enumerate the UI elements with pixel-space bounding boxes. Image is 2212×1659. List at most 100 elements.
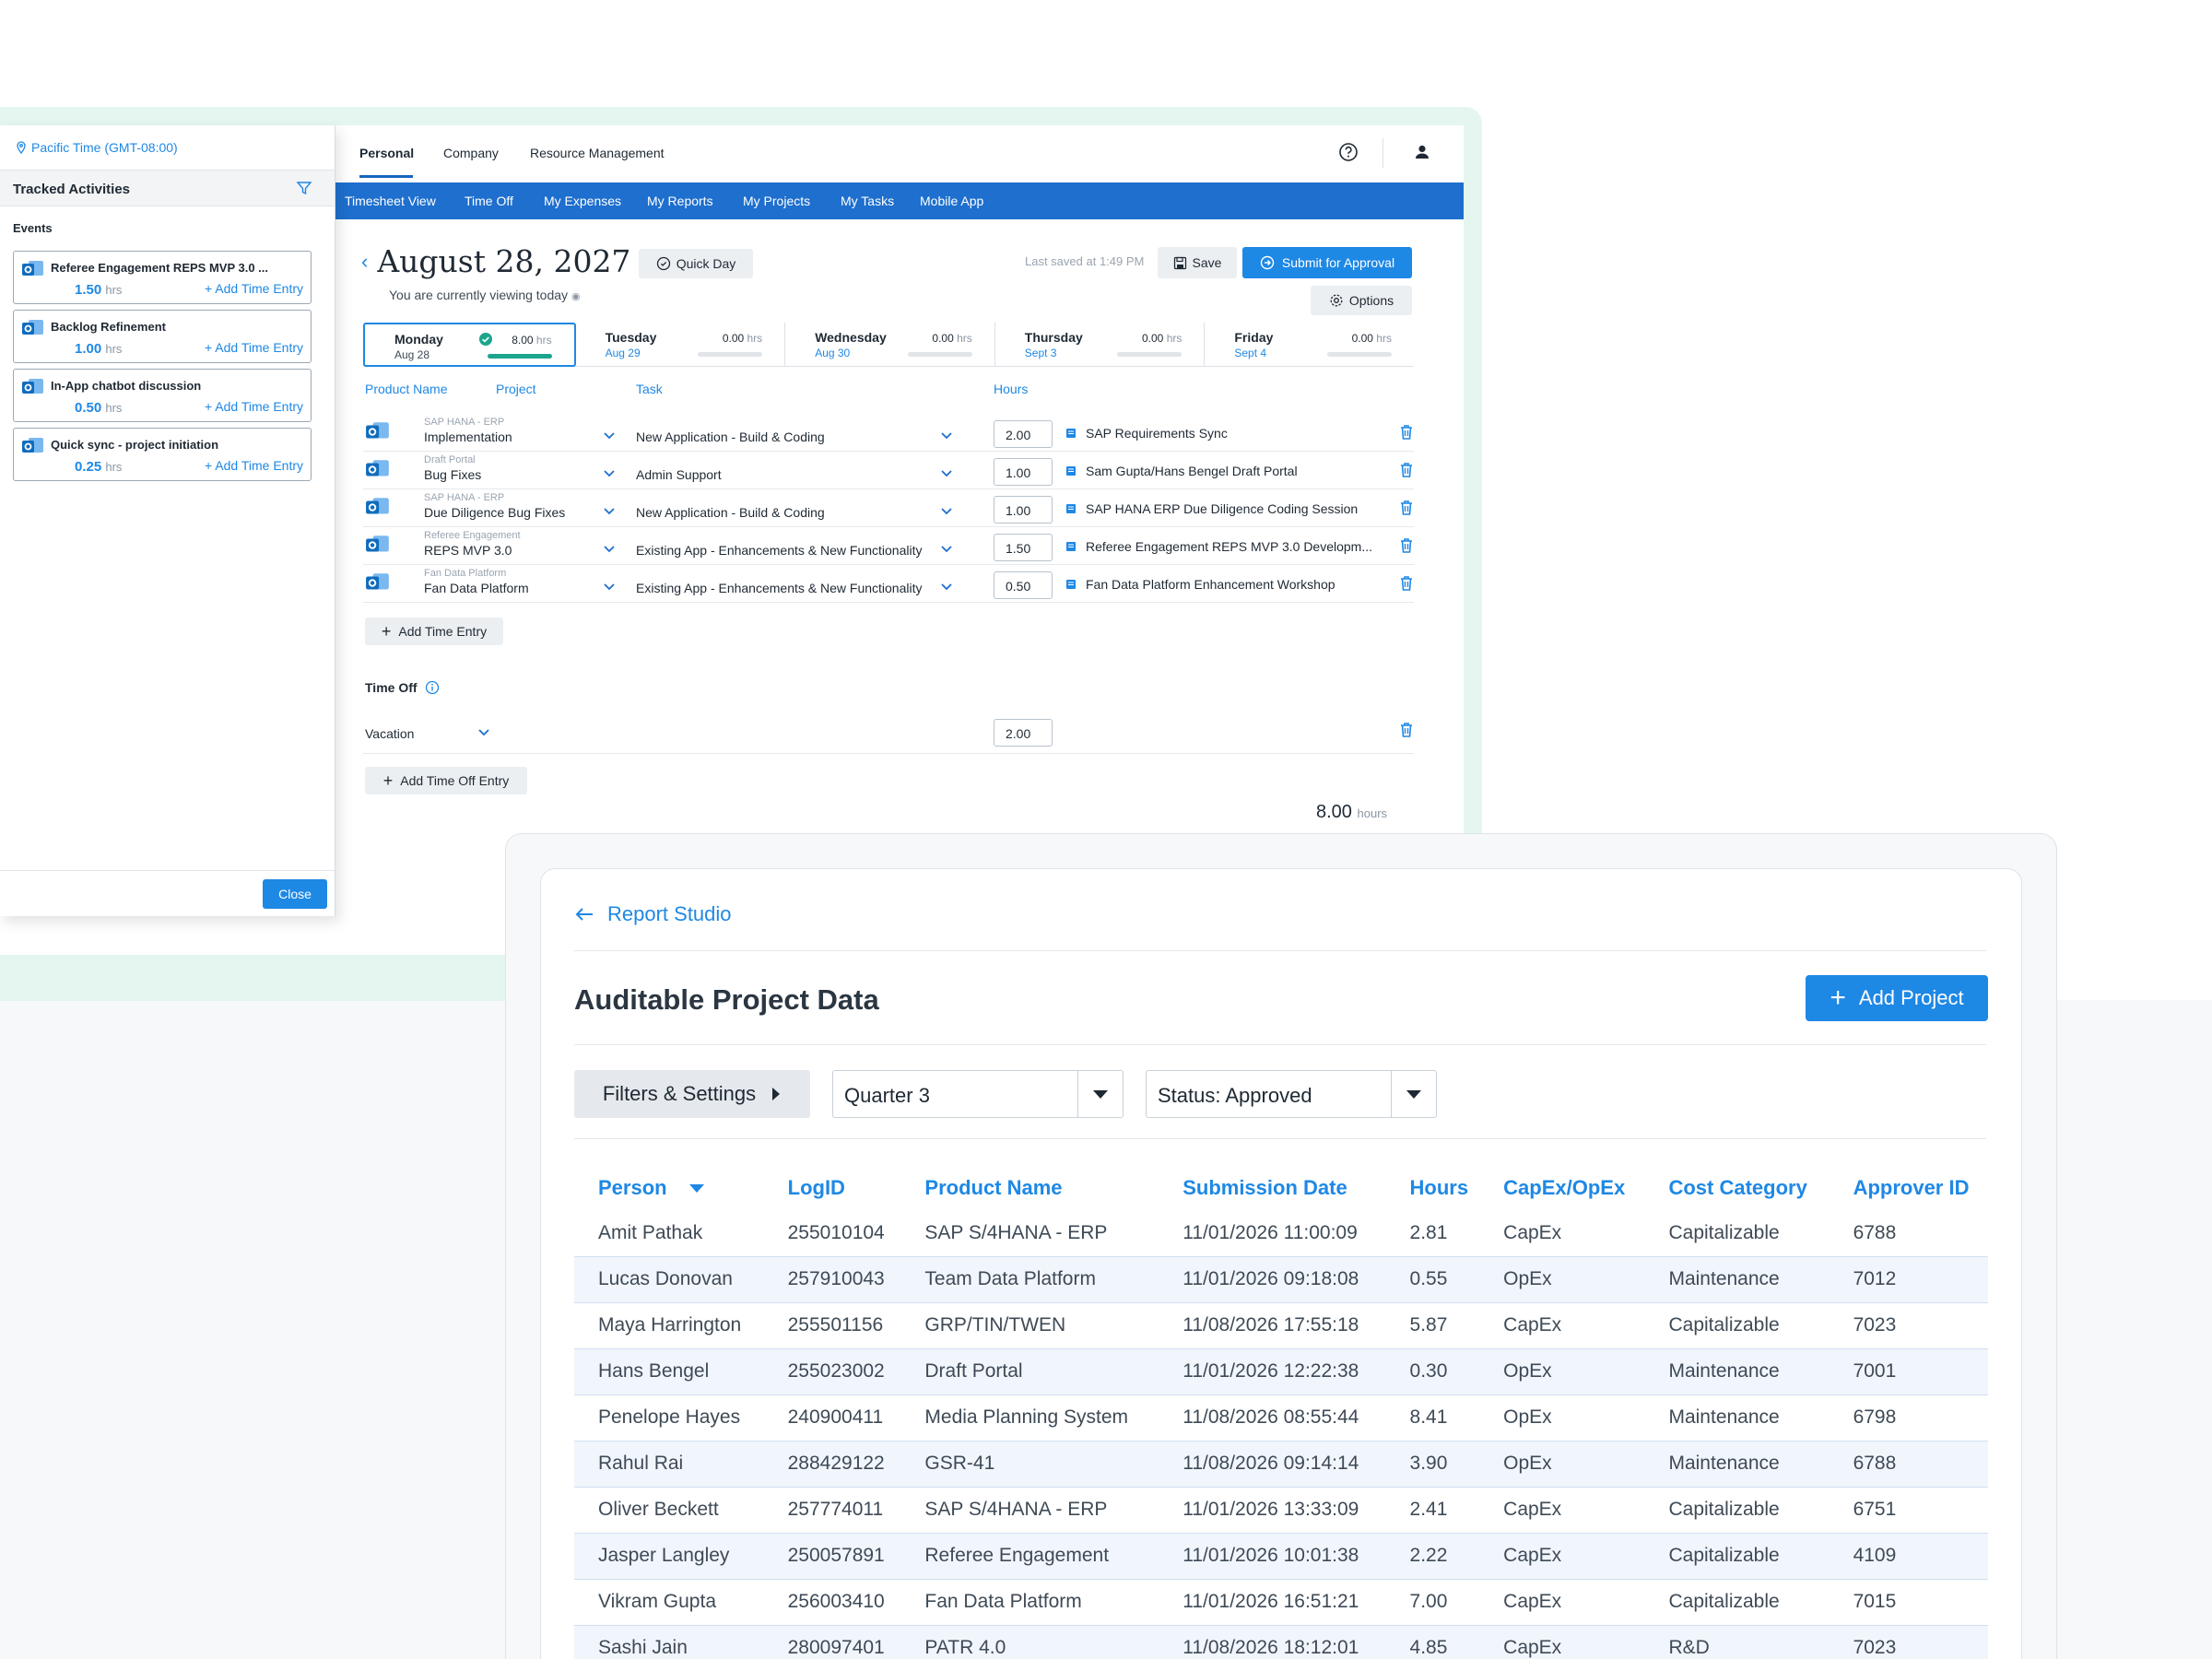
add-time-entry-link[interactable]: + Add Time Entry	[205, 399, 303, 414]
entry-note[interactable]: SAP Requirements Sync	[1065, 426, 1228, 441]
status-select[interactable]: Status: Approved	[1146, 1070, 1437, 1118]
subnav-my-expenses[interactable]: My Expenses	[544, 194, 622, 208]
table-row[interactable]: Vikram Gupta 256003410 Fan Data Platform 11…	[574, 1579, 1988, 1626]
trash-icon[interactable]	[1399, 575, 1414, 592]
column-person[interactable]: Person	[574, 1166, 764, 1210]
column-hours[interactable]: Hours	[1409, 1176, 1469, 1199]
tab-company[interactable]: Company	[443, 146, 499, 160]
event-card[interactable]: Backlog Refinement 1.00 hrs + Add Time E…	[13, 310, 312, 363]
subnav-my-tasks[interactable]: My Tasks	[841, 194, 895, 208]
add-project-button[interactable]: + Add Project	[1806, 975, 1988, 1021]
table-row[interactable]: Rahul Rai 288429122 GSR-41 11/08/2026 09:14…	[574, 1441, 1988, 1488]
quarter-select[interactable]: Quarter 3	[832, 1070, 1124, 1118]
task-select[interactable]: New Application - Build & Coding	[636, 505, 825, 520]
project-select[interactable]: REPS MVP 3.0	[424, 543, 512, 558]
save-button[interactable]: Save	[1158, 247, 1237, 278]
chevron-down-icon[interactable]	[603, 507, 616, 516]
chevron-down-icon[interactable]	[940, 469, 953, 478]
chevron-down-icon[interactable]	[940, 507, 953, 516]
trash-icon[interactable]	[1399, 721, 1414, 739]
subnav-my-reports[interactable]: My Reports	[647, 194, 713, 208]
entry-note[interactable]: SAP HANA ERP Due Diligence Coding Sessio…	[1065, 501, 1358, 516]
add-time-entry-link[interactable]: + Add Time Entry	[205, 458, 303, 473]
chevron-down-icon[interactable]	[940, 431, 953, 441]
user-icon[interactable]	[1412, 142, 1432, 162]
subnav-mobile-app[interactable]: Mobile App	[920, 194, 984, 208]
chevron-down-icon[interactable]	[603, 431, 616, 441]
hours-input[interactable]: 1.00	[994, 496, 1053, 524]
project-select[interactable]: Due Diligence Bug Fixes	[424, 505, 566, 520]
entry-note[interactable]: Sam Gupta/Hans Bengel Draft Portal	[1065, 464, 1298, 478]
event-card[interactable]: Quick sync - project initiation 0.25 hrs…	[13, 428, 312, 481]
day-tab-monday[interactable]: Monday Aug 28 8.00 hrs	[363, 323, 576, 367]
filter-icon[interactable]	[296, 180, 312, 196]
subnav-time-off[interactable]: Time Off	[465, 194, 513, 208]
quick-day-button[interactable]: Quick Day	[639, 249, 753, 278]
subnav-timesheet-view[interactable]: Timesheet View	[345, 194, 436, 208]
column-approver-id[interactable]: Approver ID	[1853, 1176, 1970, 1199]
column-cost-category[interactable]: Cost Category	[1668, 1176, 1807, 1199]
help-icon[interactable]	[1338, 142, 1359, 162]
day-tab-friday[interactable]: Friday Sept 4 0.00 hrs	[1205, 323, 1414, 367]
column-hours: Hours	[994, 382, 1029, 396]
trash-icon[interactable]	[1399, 537, 1414, 554]
table-row[interactable]: Jasper Langley 250057891 Referee Engagemen…	[574, 1533, 1988, 1580]
hours-input[interactable]: 1.50	[994, 534, 1053, 561]
chevron-down-icon[interactable]	[940, 545, 953, 554]
chevron-down-icon[interactable]	[603, 545, 616, 554]
event-card[interactable]: Referee Engagement REPS MVP 3.0 ... 1.50…	[13, 251, 312, 304]
close-button[interactable]: Close	[263, 879, 327, 909]
back-to-report-studio-link[interactable]: Report Studio	[574, 902, 732, 926]
column-logid[interactable]: LogID	[787, 1176, 845, 1199]
column-capex-opex[interactable]: CapEx/OpEx	[1503, 1176, 1626, 1199]
event-card[interactable]: In-App chatbot discussion 0.50 hrs + Add…	[13, 369, 312, 422]
time-off-type-select[interactable]: Vacation	[365, 726, 415, 741]
chevron-down-icon[interactable]	[940, 582, 953, 592]
trash-icon[interactable]	[1399, 462, 1414, 478]
project-select[interactable]: Fan Data Platform	[424, 581, 529, 595]
filters-settings-button[interactable]: Filters & Settings	[574, 1070, 810, 1118]
add-time-entry-link[interactable]: + Add Time Entry	[205, 340, 303, 355]
table-row[interactable]: Maya Harrington 255501156 GRP/TIN/TWEN 11/0…	[574, 1302, 1988, 1349]
submit-for-approval-button[interactable]: Submit for Approval	[1242, 247, 1412, 278]
table-row[interactable]: Amit Pathak 255010104 SAP S/4HANA - ERP 11/…	[574, 1210, 1988, 1257]
trash-icon[interactable]	[1399, 424, 1414, 441]
column-product-name[interactable]: Product Name	[924, 1176, 1063, 1199]
task-select[interactable]: Existing App - Enhancements & New Functi…	[636, 581, 923, 595]
options-button[interactable]: Options	[1311, 286, 1412, 315]
chevron-down-icon[interactable]	[603, 469, 616, 478]
task-select[interactable]: New Application - Build & Coding	[636, 429, 825, 444]
table-row[interactable]: Lucas Donovan 257910043 Team Data Platform…	[574, 1256, 1988, 1303]
tab-resource-management[interactable]: Resource Management	[530, 146, 665, 160]
day-tab-tuesday[interactable]: Tuesday Aug 29 0.00 hrs	[576, 323, 786, 367]
chevron-down-icon[interactable]	[603, 582, 616, 592]
add-time-entry-link[interactable]: + Add Time Entry	[205, 281, 303, 296]
column-submission-date[interactable]: Submission Date	[1182, 1176, 1347, 1199]
task-select[interactable]: Admin Support	[636, 467, 722, 482]
subnav-my-projects[interactable]: My Projects	[743, 194, 811, 208]
entry-note[interactable]: Fan Data Platform Enhancement Workshop	[1065, 577, 1335, 592]
day-tab-wednesday[interactable]: Wednesday Aug 30 0.00 hrs	[785, 323, 995, 367]
chevron-down-icon[interactable]	[477, 728, 490, 737]
tab-personal[interactable]: Personal	[359, 146, 415, 160]
add-time-off-entry-button[interactable]: + Add Time Off Entry	[365, 767, 527, 794]
table-row[interactable]: Penelope Hayes 240900411 Media Planning Sy…	[574, 1394, 1988, 1441]
table-row[interactable]: Sashi Jain 280097401 PATR 4.0 11/08/2026 18…	[574, 1625, 1988, 1659]
time-off-hours-input[interactable]: 2.00	[994, 719, 1053, 747]
hours-input[interactable]: 1.00	[994, 458, 1053, 486]
task-select[interactable]: Existing App - Enhancements & New Functi…	[636, 543, 923, 558]
timezone-selector[interactable]: Pacific Time (GMT-08:00)	[15, 140, 178, 155]
chevron-left-icon[interactable]: ‹	[361, 249, 369, 273]
table-row[interactable]: Hans Bengel 255023002 Draft Portal 11/01/20…	[574, 1348, 1988, 1395]
project-select[interactable]: Bug Fixes	[424, 467, 482, 482]
project-select[interactable]: Implementation	[424, 429, 512, 444]
hours-input[interactable]: 0.50	[994, 571, 1053, 599]
trash-icon[interactable]	[1399, 500, 1414, 516]
entry-note[interactable]: Referee Engagement REPS MVP 3.0 Developm…	[1065, 539, 1372, 554]
add-time-entry-button[interactable]: + Add Time Entry	[365, 618, 503, 645]
sort-down-icon[interactable]	[688, 1183, 706, 1194]
table-row[interactable]: Oliver Beckett 257774011 SAP S/4HANA - ERP…	[574, 1487, 1988, 1534]
hours-input[interactable]: 2.00	[994, 420, 1053, 448]
day-tab-thursday[interactable]: Thursday Sept 3 0.00 hrs	[995, 323, 1206, 367]
info-icon[interactable]	[425, 680, 440, 695]
